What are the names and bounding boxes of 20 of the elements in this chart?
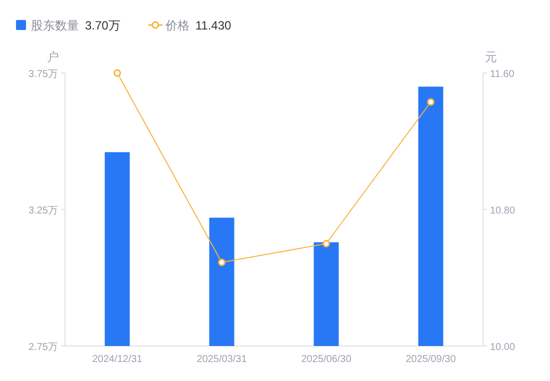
legend-label: 股东数量 [31,18,79,32]
legend-label: 价格 [164,18,190,32]
x-tick-label: 2025/06/30 [301,354,352,365]
x-tick-label: 2025/09/30 [406,354,456,365]
y-tick-label: 3.25万 [28,206,58,216]
x-tick-label: 2025/03/31 [196,354,248,365]
text: 11.430 [195,18,232,32]
y-axis-title: 户 [47,50,59,64]
y-tick-label: 2.75万 [28,342,58,353]
x-tick-label: 2024/12/31 [92,354,143,365]
y2-tick-label: 10.80 [490,206,516,216]
text: 3.70万 [85,18,120,32]
point [218,258,226,266]
y2-axis-title: 元 [485,50,497,64]
point [322,240,330,248]
point [427,98,434,106]
y-tick-label: 3.75万 [28,69,58,80]
y2-tick-label: 11.60 [490,69,515,80]
y2-tick-label: 10.00 [490,342,516,353]
point [114,69,121,77]
